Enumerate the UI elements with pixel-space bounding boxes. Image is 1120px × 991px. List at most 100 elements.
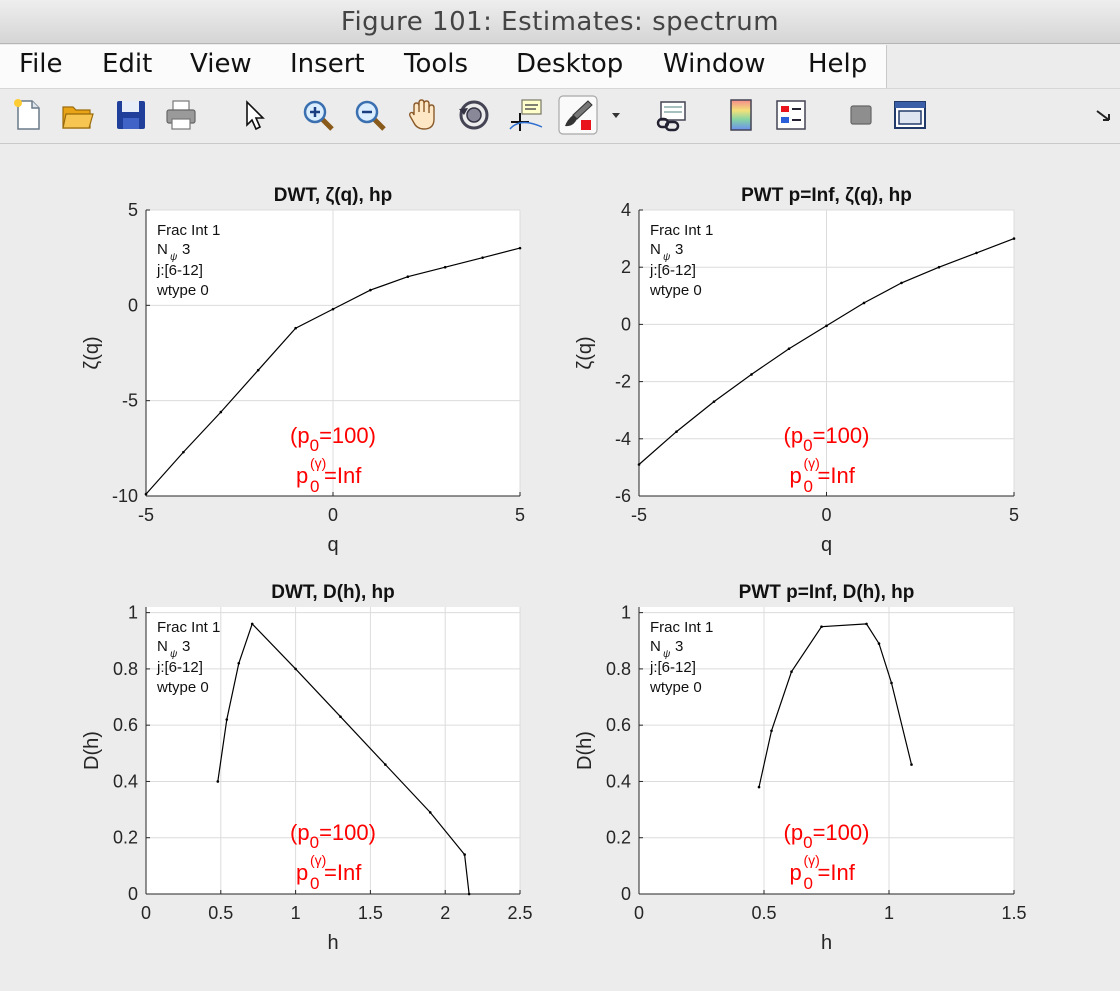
x-tick-label: 0 (328, 505, 338, 525)
chart-3: 0 0.5 1 1.5 2 2.5 0 0.2 0.4 0.6 0.8 1 DWT, D(h), hp h… (81, 582, 533, 954)
y-axis-label: D(h) (81, 731, 103, 770)
menu-insert[interactable]: Insert (290, 49, 365, 79)
data-point (237, 661, 241, 665)
annotation-gamma-p: p (790, 463, 802, 488)
print-icon[interactable] (163, 97, 199, 133)
x-axis-label: h (821, 932, 832, 954)
legend-icon[interactable] (773, 97, 809, 133)
pan-hand-icon[interactable] (405, 97, 441, 133)
data-point (865, 622, 868, 626)
info-wtype: wtype 0 (649, 282, 702, 299)
data-point (384, 763, 387, 766)
zoom-in-icon[interactable] (300, 97, 336, 133)
hide-plot-tools-icon[interactable] (843, 97, 879, 133)
x-tick-label: 2.5 (507, 903, 532, 923)
y-tick-label: 0.2 (606, 828, 631, 848)
rotate-3d-icon[interactable] (456, 97, 492, 133)
pointer-icon[interactable] (237, 97, 273, 133)
x-tick-label: 1.5 (1001, 903, 1026, 923)
x-tick-label: -5 (631, 505, 647, 525)
y-tick-label: 1 (621, 603, 631, 623)
y-tick-label: 4 (621, 200, 631, 220)
y-axis-label: ζ(q) (81, 336, 103, 369)
y-axis-label: ζ(q) (574, 336, 596, 369)
zoom-out-icon[interactable] (352, 97, 388, 133)
x-axis-label: q (327, 534, 338, 556)
show-plot-tools-icon[interactable] (892, 97, 928, 133)
annotation-gamma: p (296, 463, 308, 488)
x-tick-label: -5 (138, 505, 154, 525)
annotation-gamma-subscript: 0 (804, 874, 813, 893)
info-scale-range: j:[6-12] (649, 659, 696, 676)
new-figure-icon[interactable] (10, 97, 46, 133)
colorbar-icon[interactable] (724, 97, 760, 133)
info-n-label: N (157, 241, 168, 258)
info-n-value: 3 (675, 638, 683, 655)
annotation-gamma-value: =Inf (324, 860, 362, 885)
menu-help[interactable]: Help (808, 49, 868, 79)
data-point (877, 642, 881, 645)
annotation-p0-value: =100) (319, 820, 376, 845)
annotation-p0-subscript: 0 (803, 436, 812, 455)
data-point (518, 246, 522, 250)
y-tick-label: -6 (615, 486, 631, 506)
info-wtype: wtype 0 (156, 679, 209, 696)
window-title: Figure 101: Estimates: spectrum (0, 0, 1120, 44)
y-tick-label: 5 (128, 200, 138, 220)
chart-title: PWT p=Inf, ζ(q), hp (741, 185, 912, 206)
annotation-gamma-value: =Inf (818, 463, 856, 488)
data-point (481, 256, 484, 259)
save-icon[interactable] (113, 97, 149, 133)
menu-tools[interactable]: Tools (404, 49, 469, 79)
info-n-value: 3 (182, 638, 190, 655)
annotation-gamma-superscript: (γ) (804, 455, 820, 471)
chart-title: DWT, ζ(q), hp (274, 185, 393, 206)
data-point (463, 853, 466, 856)
annotation-gamma-value: =Inf (818, 860, 856, 885)
y-tick-label: 2 (621, 257, 631, 277)
data-point (182, 450, 185, 454)
brush-dropdown-icon[interactable] (606, 109, 626, 123)
y-tick-label: 0.4 (606, 771, 631, 791)
menu-edit[interactable]: Edit (102, 49, 153, 79)
annotation-p0: (p0=100) (290, 820, 376, 852)
x-tick-label: 2 (440, 903, 450, 923)
menu-file[interactable]: File (19, 49, 63, 79)
y-tick-label: 0.4 (113, 771, 138, 791)
data-cursor-icon[interactable] (508, 97, 544, 133)
annotation-gamma-superscript: (γ) (310, 455, 326, 471)
menu-desktop[interactable]: Desktop (516, 49, 624, 79)
y-tick-label: 0.6 (113, 715, 138, 735)
data-point (294, 667, 297, 671)
data-point (900, 281, 903, 285)
brush-icon[interactable] (558, 95, 598, 135)
info-frac-int: Frac Int 1 (157, 222, 220, 239)
info-psi-subscript: ψ (663, 252, 671, 263)
info-scale-range: j:[6-12] (156, 262, 203, 279)
dock-icon[interactable] (1094, 107, 1114, 127)
info-wtype: wtype 0 (649, 679, 702, 696)
x-tick-label: 5 (1009, 505, 1019, 525)
y-tick-label: 1 (128, 603, 138, 623)
chart-title: PWT p=Inf, D(h), hp (739, 582, 915, 603)
series-line (217, 622, 470, 895)
menu-view[interactable]: View (190, 49, 252, 79)
y-tick-label: 0 (621, 884, 631, 904)
open-file-icon[interactable] (60, 97, 96, 133)
link-plot-icon[interactable] (655, 97, 691, 133)
data-point (825, 324, 828, 328)
data-point (787, 347, 791, 351)
annotation-p0-subscript: 0 (803, 833, 812, 852)
data-point (294, 326, 297, 330)
annotation-gamma-superscript: (γ) (804, 852, 820, 868)
data-point (750, 373, 753, 376)
annotation-gamma-p: p (296, 463, 308, 488)
info-psi-subscript: ψ (170, 649, 178, 660)
annotation-p0-value: =100) (319, 423, 376, 448)
data-point (339, 715, 342, 719)
chart-2: -5 0 5 -6 -4 -2 0 2 4 PWT p=Inf, ζ(q), hp q ζ(q) Fra… (574, 185, 1019, 556)
data-point (757, 785, 761, 789)
annotation-p0-open: (p (290, 820, 310, 845)
menu-window[interactable]: Window (663, 49, 766, 79)
